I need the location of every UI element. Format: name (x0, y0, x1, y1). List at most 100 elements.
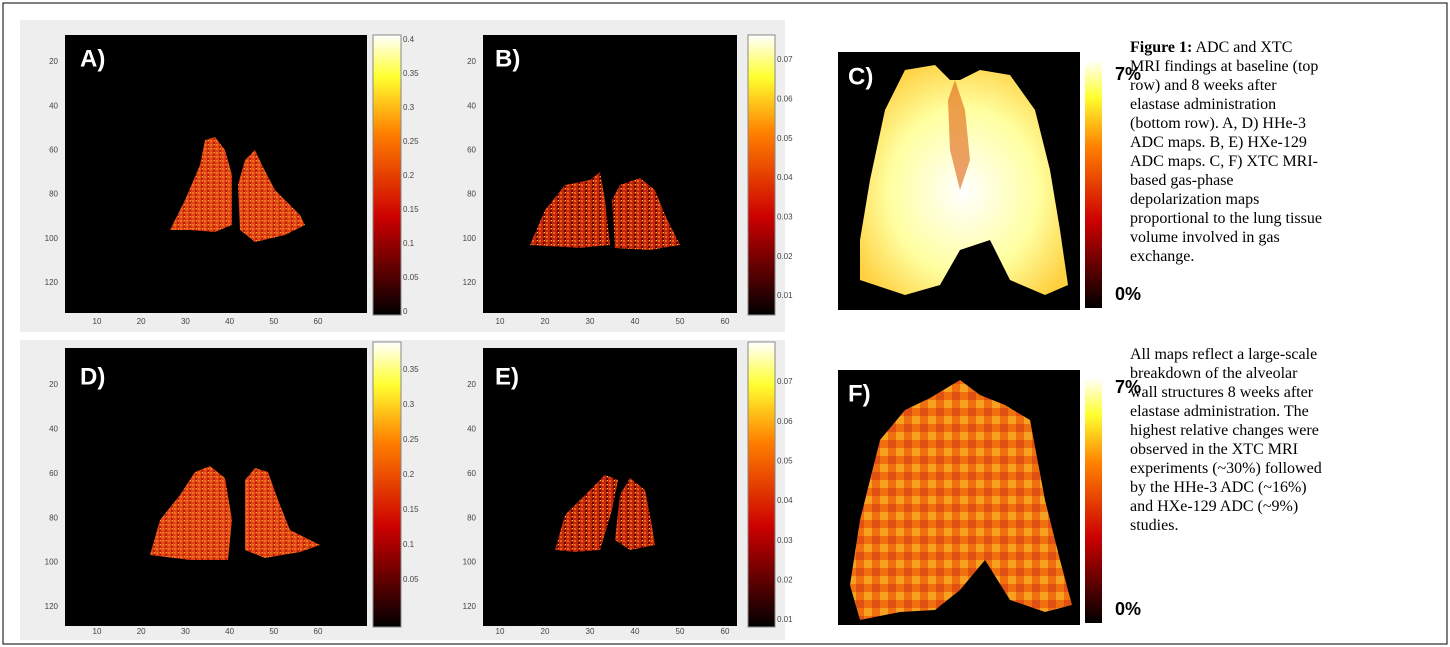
scale-min-label: 0% (1115, 599, 1141, 619)
lung-map (150, 466, 232, 560)
colorbar-tick-label: 0.25 (403, 435, 419, 444)
scale-min-label: 0% (1115, 284, 1141, 304)
colorbar-tick-label: 0.2 (403, 470, 415, 479)
colorbar-tick-label: 0.35 (403, 69, 419, 78)
x-tick-label: 20 (137, 627, 146, 636)
lung-map (530, 172, 610, 248)
colorbar (1085, 60, 1102, 308)
x-tick-label: 40 (225, 627, 234, 636)
colorbar-tick-label: 0.06 (777, 417, 793, 426)
lung-map (615, 478, 655, 550)
lung-map (612, 178, 680, 250)
lung-map (238, 150, 305, 242)
panel-label: C) (848, 63, 873, 90)
colorbar-tick-label: 0.07 (777, 377, 793, 386)
y-tick-label: 100 (463, 234, 477, 243)
colorbar-tick-label: 0.3 (403, 103, 415, 112)
caption-label: Figure 1: (1130, 39, 1193, 56)
colorbar-tick-label: 0.04 (777, 496, 793, 505)
colorbar-tick-label: 0.01 (777, 291, 793, 300)
x-tick-label: 30 (181, 317, 190, 326)
colorbar-tick-label: 0.1 (403, 540, 415, 549)
colorbar (747, 341, 776, 628)
panel-label: A) (80, 45, 105, 72)
colorbar-tick-label: 0.01 (777, 615, 793, 624)
x-tick-label: 60 (314, 317, 323, 326)
panel-label: B) (495, 45, 520, 72)
x-tick-label: 60 (721, 317, 730, 326)
map (483, 35, 737, 313)
colorbar-tick-label: 0.1 (403, 239, 415, 248)
y-tick-label: 120 (463, 278, 477, 287)
x-tick-label: 20 (541, 317, 550, 326)
x-tick-label: 30 (586, 317, 595, 326)
colorbar-tick-label: 0 (403, 307, 408, 316)
y-tick-label: 20 (467, 380, 476, 389)
y-tick-label: 100 (45, 558, 59, 567)
colorbar-tick-label: 0.15 (403, 205, 419, 214)
lung-map (948, 80, 970, 190)
y-tick-label: 100 (463, 558, 477, 567)
y-tick-label: 80 (49, 190, 58, 199)
x-tick-label: 40 (225, 317, 234, 326)
y-tick-label: 40 (49, 425, 58, 434)
caption: Figure 1: ADC and XTC MRI findings at ba… (1130, 38, 1322, 266)
x-tick-label: 30 (586, 627, 595, 636)
y-tick-label: 80 (467, 190, 476, 199)
colorbar-tick-label: 0.05 (403, 575, 419, 584)
colorbar (372, 341, 402, 628)
colorbar-tick-label: 0.2 (403, 171, 415, 180)
y-tick-label: 60 (49, 469, 58, 478)
y-tick-label: 20 (49, 57, 58, 66)
colorbar-tick-label: 0.05 (403, 273, 419, 282)
y-tick-label: 40 (467, 101, 476, 110)
colorbar-tick-label: 0.02 (777, 575, 793, 584)
y-tick-label: 80 (49, 513, 58, 522)
x-tick-label: 10 (496, 317, 505, 326)
y-tick-label: 20 (49, 380, 58, 389)
lung-map (860, 65, 1068, 295)
colorbar (1085, 378, 1102, 623)
panel-label: F) (848, 380, 871, 407)
colorbar-tick-label: 0.02 (777, 252, 793, 261)
colorbar-tick-label: 0.03 (777, 212, 793, 221)
colorbar-tick-label: 0.07 (777, 55, 793, 64)
caption-text: ADC and XTC MRI findings at baseline (to… (1130, 39, 1322, 265)
colorbar-tick-label: 0.4 (403, 35, 415, 44)
lung-map (555, 475, 618, 552)
colorbar-tick-label: 0.06 (777, 94, 793, 103)
scale-max-label: 7% (1115, 377, 1141, 397)
x-tick-label: 40 (631, 627, 640, 636)
colorbar (747, 34, 776, 316)
y-tick-label: 120 (45, 278, 59, 287)
y-tick-label: 120 (45, 602, 59, 611)
y-tick-label: 60 (467, 146, 476, 155)
y-tick-label: 80 (467, 513, 476, 522)
colorbar-tick-label: 0.04 (777, 173, 793, 182)
x-tick-label: 40 (631, 317, 640, 326)
colorbar-tick-label: 0.25 (403, 137, 419, 146)
x-tick-label: 10 (93, 627, 102, 636)
colorbar-tick-label: 0.35 (403, 365, 419, 374)
panel-label: E) (495, 363, 519, 390)
colorbar-tick-label: 0.3 (403, 400, 415, 409)
y-tick-label: 120 (463, 602, 477, 611)
x-tick-label: 60 (721, 627, 730, 636)
x-tick-label: 50 (676, 627, 685, 636)
colorbar-tick-label: 0.03 (777, 536, 793, 545)
y-tick-label: 60 (467, 469, 476, 478)
x-tick-label: 50 (269, 317, 278, 326)
y-tick-label: 40 (467, 425, 476, 434)
colorbar (372, 34, 402, 316)
colorbar-tick-label: 0.05 (777, 456, 793, 465)
y-tick-label: 100 (45, 234, 59, 243)
y-tick-label: 60 (49, 146, 58, 155)
x-tick-label: 60 (314, 627, 323, 636)
y-tick-label: 20 (467, 57, 476, 66)
x-tick-label: 20 (137, 317, 146, 326)
colorbar-tick-label: 0.05 (777, 134, 793, 143)
lung-map (850, 380, 1072, 620)
